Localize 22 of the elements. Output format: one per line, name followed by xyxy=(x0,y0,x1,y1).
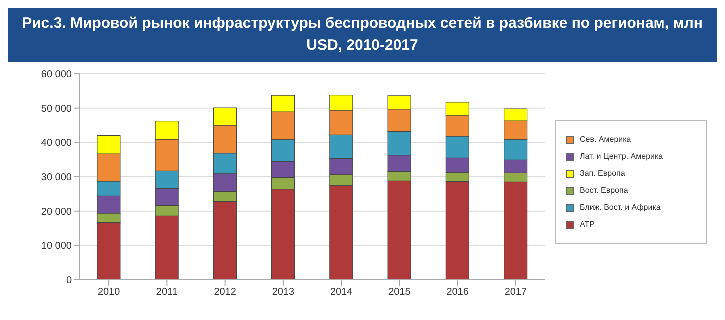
y-tick-label: 50 000 xyxy=(41,104,72,115)
y-tick-label: 60 000 xyxy=(41,70,72,81)
y-tick-label: 0 xyxy=(66,276,72,287)
x-tick-label: 2016 xyxy=(446,287,470,298)
legend-label: Ближ. Вост. и Африка xyxy=(580,203,661,212)
legend-label: Зап. Европа xyxy=(580,169,626,178)
legend-label: Лат. и Центр. Америка xyxy=(580,152,664,161)
y-tick-label: 30 000 xyxy=(41,172,72,184)
chart-title: Рис.3. Мировой рынок инфраструктуры беспроводных сетей в разбивке по регионам, млн USD, 2010-2017 xyxy=(8,8,717,62)
y-tick-label: 10 000 xyxy=(41,241,72,252)
x-tick-label: 2010 xyxy=(98,287,121,298)
y-tick-label: 20 000 xyxy=(41,206,72,218)
x-tick-label: 2014 xyxy=(330,287,354,298)
legend-label: Сев. Америка xyxy=(580,135,632,144)
y-tick-label: 40 000 xyxy=(41,138,72,150)
legend-label: Вост. Европа xyxy=(580,186,628,195)
x-tick-label: 2015 xyxy=(388,287,412,298)
x-tick-label: 2011 xyxy=(156,287,178,298)
legend-label: АТР xyxy=(580,220,595,229)
x-tick-label: 2012 xyxy=(214,287,237,298)
x-tick-label: 2017 xyxy=(504,287,528,298)
x-tick-label: 2013 xyxy=(272,287,295,298)
